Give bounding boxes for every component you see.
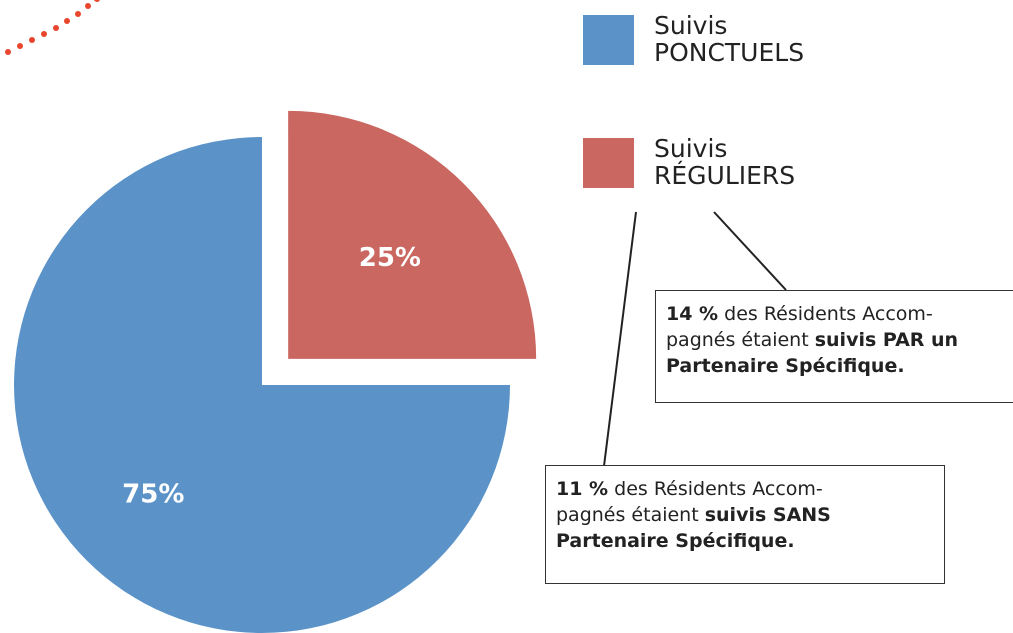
annotation-text: 11 % — [556, 478, 609, 500]
annotation-text: Partenaire Spécifique. — [666, 355, 905, 377]
slice-label: 75% — [122, 480, 184, 510]
legend-label: Suivis RÉGULIERS — [654, 134, 796, 190]
annotation-line: pagnés étaient suivis PAR un — [666, 327, 1006, 353]
legend-swatch — [583, 15, 634, 65]
pie-slice — [288, 110, 537, 359]
leader-line — [603, 211, 637, 467]
decor-dots — [5, 0, 100, 55]
annotation-text: suivis SANS — [704, 504, 831, 526]
annotation-line: 11 % des Résidents Accom- — [556, 476, 934, 502]
annotation-line: 14 % des Résidents Accom- — [666, 301, 1006, 327]
slice-label: 25% — [359, 243, 421, 273]
legend-label: Suivis PONCTUELS — [654, 11, 805, 67]
leader-line — [713, 211, 787, 291]
annotation-box: 11 % des Résidents Accom-pagnés étaient … — [545, 465, 945, 584]
annotation-text: Partenaire Spécifique. — [556, 530, 795, 552]
annotation-text: 14 % — [666, 303, 719, 325]
annotation-line: Partenaire Spécifique. — [556, 528, 934, 554]
annotation-text: pagnés étaient — [556, 504, 705, 526]
annotation-line: pagnés étaient suivis SANS — [556, 502, 934, 528]
annotation-line: Partenaire Spécifique. — [666, 353, 1006, 379]
annotation-text: suivis PAR un — [814, 329, 959, 351]
annotation-text: des Résidents Accom- — [718, 303, 933, 325]
legend-swatch — [583, 138, 634, 188]
pie-slice — [14, 137, 510, 633]
annotation-text: des Résidents Accom- — [608, 478, 823, 500]
annotation-box: 14 % des Résidents Accom-pagnés étaient … — [655, 290, 1013, 403]
annotation-text: pagnés étaient — [666, 329, 815, 351]
